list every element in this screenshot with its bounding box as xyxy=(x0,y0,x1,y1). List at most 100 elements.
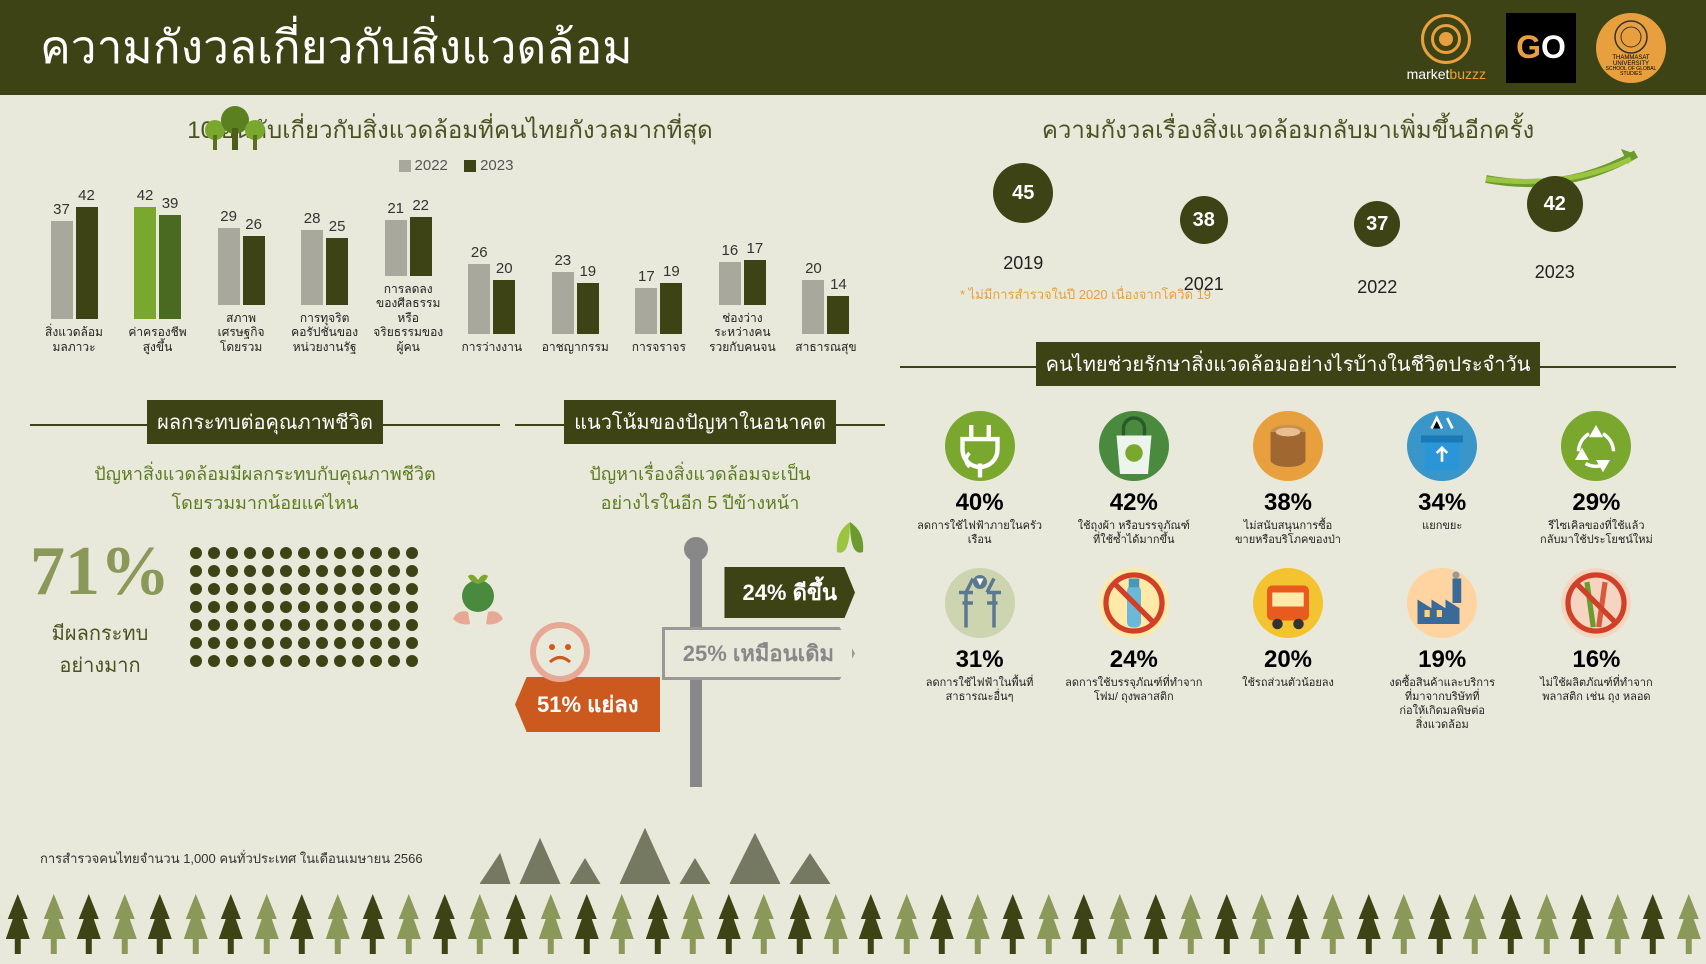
action-percent: 31% xyxy=(910,646,1049,674)
dot xyxy=(226,619,238,631)
dot xyxy=(244,619,256,631)
dot xyxy=(280,583,292,595)
dot xyxy=(316,547,328,559)
dot xyxy=(352,637,364,649)
dot xyxy=(406,619,418,631)
dot xyxy=(226,601,238,613)
dot xyxy=(352,583,364,595)
dot xyxy=(208,601,220,613)
dot xyxy=(244,655,256,667)
dot xyxy=(370,583,382,595)
trend-point: 45 2019 xyxy=(993,163,1053,274)
leaf-icon xyxy=(825,517,875,572)
bar: 29 xyxy=(218,228,240,305)
trend-year: 2022 xyxy=(1357,277,1397,298)
bar: 22 xyxy=(410,217,432,276)
dot xyxy=(316,583,328,595)
dot xyxy=(208,637,220,649)
footer-tree-icon xyxy=(1031,889,1067,959)
dot xyxy=(370,619,382,631)
recycle-icon xyxy=(1561,411,1631,481)
action-label: ลดการใช้ไฟฟ้าในพื้นที่สาธารณะอื่นๆ xyxy=(910,676,1049,705)
action-percent: 20% xyxy=(1218,646,1357,674)
footer-tree-icon xyxy=(355,889,391,959)
footer-tree-icon xyxy=(853,889,889,959)
dot xyxy=(298,655,310,667)
bar-group: 2825การทุจริตคอรัปชั่นของหน่วยงานรัฐ xyxy=(286,175,364,354)
bar-label: การว่างงาน xyxy=(461,340,522,354)
dot xyxy=(280,655,292,667)
dot xyxy=(316,601,328,613)
footer-tree-icon xyxy=(391,889,427,959)
footer-tree-icon xyxy=(178,889,214,959)
bar: 17 xyxy=(744,260,766,305)
dot xyxy=(334,619,346,631)
dot xyxy=(388,547,400,559)
dot xyxy=(334,583,346,595)
bar: 20 xyxy=(493,280,515,333)
action-percent: 34% xyxy=(1373,489,1512,517)
bar-group: 2319อาชญากรรม xyxy=(536,204,614,354)
action-percent: 16% xyxy=(1527,646,1666,674)
bar-label: ค่าครองชีพสูงขึ้น xyxy=(128,325,186,354)
trend-circle: 38 xyxy=(1180,196,1228,244)
footer-tree-icon xyxy=(1138,889,1174,959)
bar: 23 xyxy=(552,272,574,333)
dot xyxy=(208,547,220,559)
footer-tree-icon xyxy=(1102,889,1138,959)
dot xyxy=(244,547,256,559)
bar: 42 xyxy=(76,207,98,319)
bar-group: 2122การลดลงของศีลธรรมหรือจริยธรรมของผู้ค… xyxy=(369,146,447,354)
dot xyxy=(280,637,292,649)
dot xyxy=(334,565,346,577)
qol-percent-label: มีผลกระทบอย่างมาก xyxy=(30,617,170,681)
dot xyxy=(370,601,382,613)
action-percent: 24% xyxy=(1064,646,1203,674)
dot xyxy=(406,583,418,595)
dot xyxy=(352,619,364,631)
bars-container: 3742สิ่งแวดล้อมมลภาวะ4239ค่าครองชีพสูงขึ… xyxy=(30,174,870,354)
bar: 17 xyxy=(635,288,657,333)
trend-circle: 42 xyxy=(1527,176,1583,232)
footer-tree-icon xyxy=(284,889,320,959)
dot xyxy=(352,565,364,577)
dot xyxy=(334,601,346,613)
dot xyxy=(298,637,310,649)
bar: 19 xyxy=(577,283,599,334)
footer-tree-icon xyxy=(1244,889,1280,959)
footer-tree-icon xyxy=(1315,889,1351,959)
action-item: 24%ลดการใช้บรรจุภัณฑ์ที่ทำจากโฟม/ ถุงพลา… xyxy=(1064,568,1203,733)
bar-group: 2014สาธารณสุข xyxy=(787,204,865,354)
content: ผลกระทบต่อคุณภาพชีวิต ปัญหาสิ่งแวดล้อมมี… xyxy=(0,95,1706,879)
footer-tree-icon xyxy=(533,889,569,959)
trees-icon xyxy=(200,100,270,165)
trend-year: 2019 xyxy=(1003,253,1043,274)
dot xyxy=(406,565,418,577)
footer-tree-icon xyxy=(711,889,747,959)
dot xyxy=(226,565,238,577)
qol-body: 71% มีผลกระทบอย่างมาก xyxy=(30,532,500,681)
footer-tree-icon xyxy=(746,889,782,959)
footer-tree-icon xyxy=(1635,889,1671,959)
trend-circle: 45 xyxy=(993,163,1053,223)
bar-label: สาธารณสุข xyxy=(795,340,856,354)
action-item: 38%ไม่สนับสนุนการซื้อขายหรือบริโภคของป่า xyxy=(1218,411,1357,548)
page-title: ความกังวลเกี่ยวกับสิ่งแวดล้อม xyxy=(40,11,633,84)
trend-point: 382021 xyxy=(1180,196,1228,295)
footer-tree-icon xyxy=(1209,889,1245,959)
footer-tree-icon xyxy=(889,889,925,959)
dot xyxy=(388,601,400,613)
header: ความกังวลเกี่ยวกับสิ่งแวดล้อม marketbuzz… xyxy=(0,0,1706,95)
dot xyxy=(226,637,238,649)
bar: 19 xyxy=(660,283,682,334)
bar-label: ช่องว่างระหว่างคนรวยกับคนจน xyxy=(709,311,776,354)
bar: 25 xyxy=(326,238,348,305)
hands-earth-icon xyxy=(438,564,518,649)
footer-tree-icon xyxy=(0,889,36,959)
action-percent: 40% xyxy=(910,489,1049,517)
bar-group: 1617ช่องว่างระหว่างคนรวยกับคนจน xyxy=(703,175,781,354)
future-subheading: ปัญหาเรื่องสิ่งแวดล้อมจะเป็นอย่างไรในอีก… xyxy=(515,459,885,517)
footer-tree-icon xyxy=(1600,889,1636,959)
dot xyxy=(298,601,310,613)
action-label: ไม่สนับสนุนการซื้อขายหรือบริโภคของป่า xyxy=(1218,519,1357,548)
